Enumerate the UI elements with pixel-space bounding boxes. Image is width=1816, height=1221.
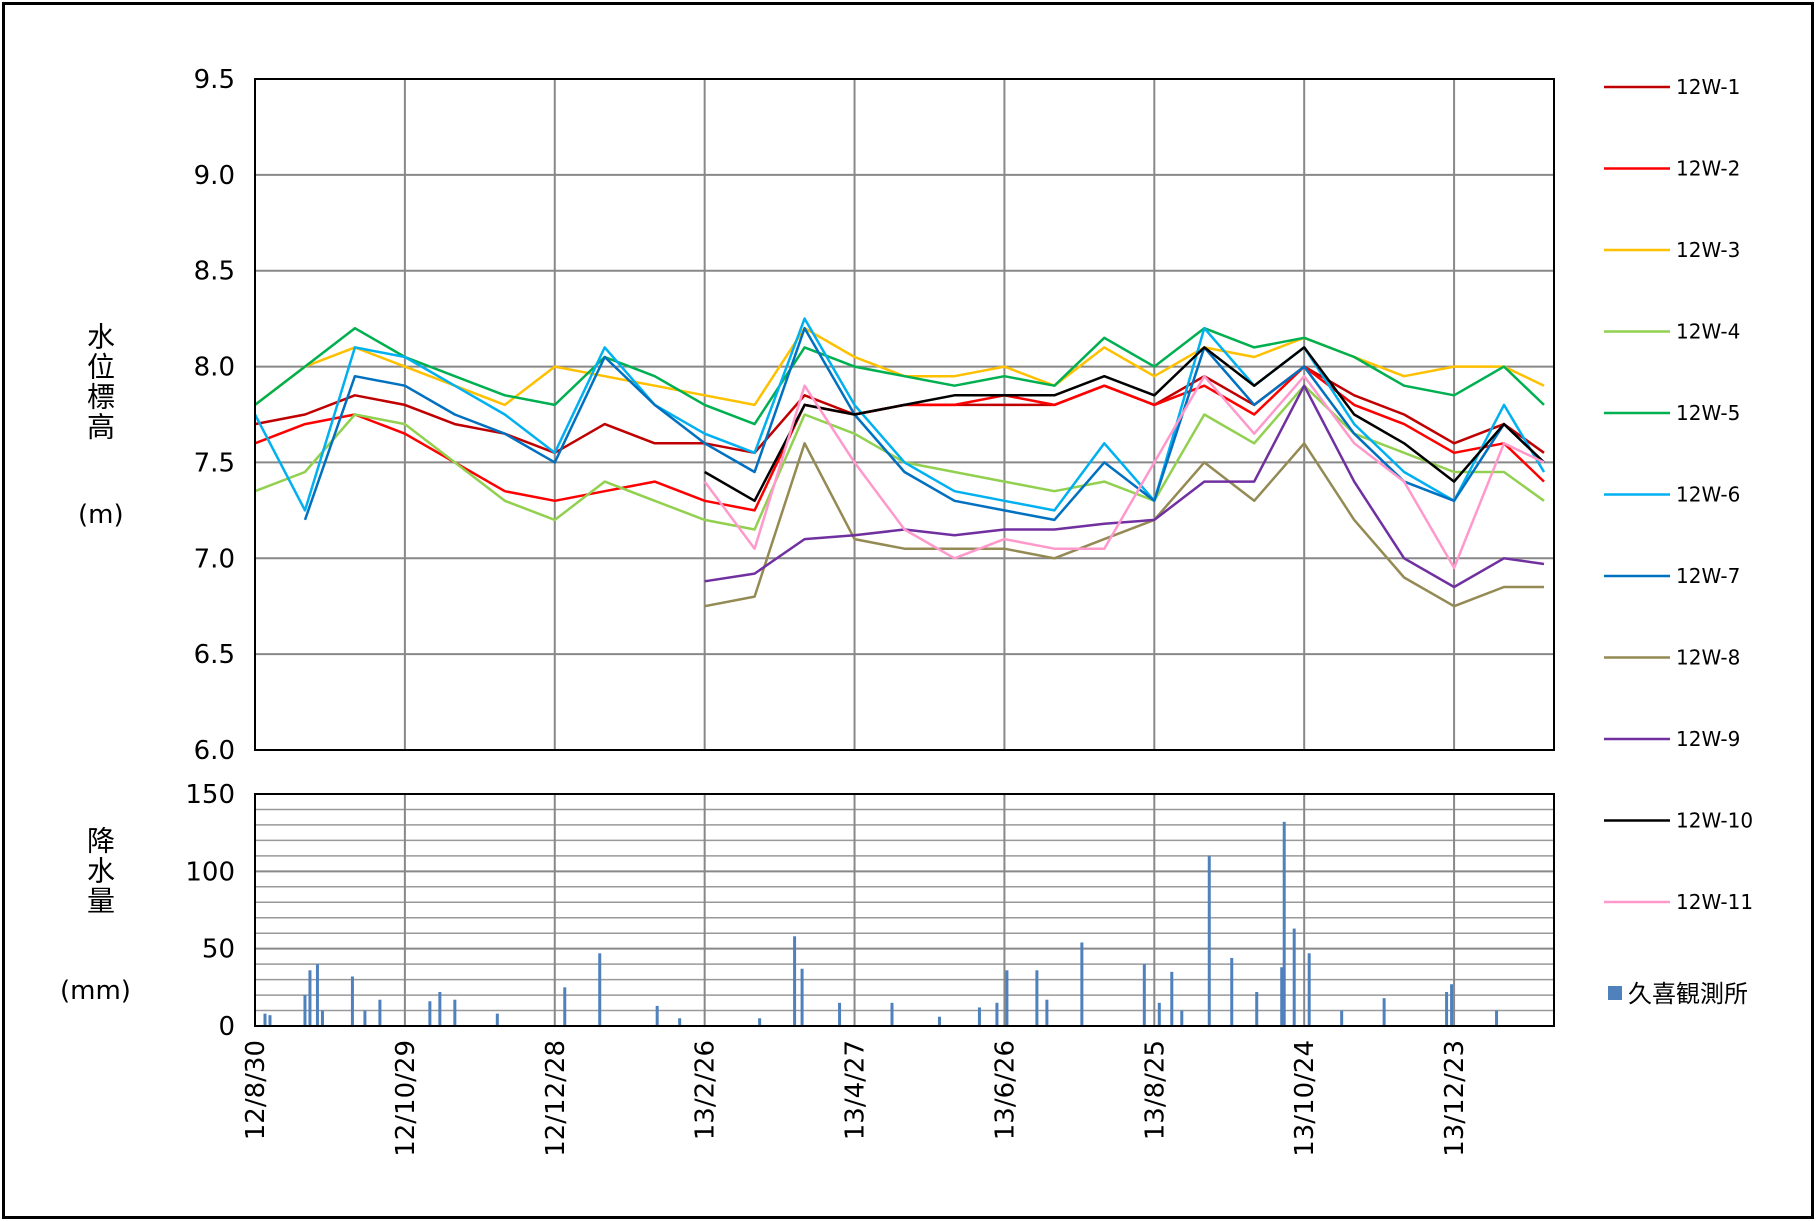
bar: [1230, 957, 1234, 1026]
x-tick-label: 13/4/27: [841, 1040, 871, 1140]
line-series: [704, 346, 1545, 503]
line-series: [703, 374, 1545, 570]
bar: [1005, 970, 1009, 1026]
y-axis-label: 降水量: [83, 826, 116, 916]
bar: [1170, 971, 1174, 1026]
x-tick-label: 13/10/24: [1290, 1040, 1320, 1157]
bar: [758, 1018, 762, 1026]
bar: [453, 999, 457, 1026]
x-tick-label: 12/10/29: [391, 1040, 421, 1157]
legend-label: 12W-9: [1676, 727, 1740, 751]
bar: [263, 1013, 267, 1026]
bar: [1307, 953, 1311, 1026]
bar: [1495, 1010, 1499, 1026]
bar: [1282, 821, 1286, 1026]
y-axis-label: 水位標高: [83, 322, 116, 442]
legend-label: 12W-2: [1676, 157, 1740, 181]
y-tick-label: 150: [185, 780, 235, 810]
bar: [1080, 942, 1084, 1026]
legend-label: 12W-4: [1676, 320, 1740, 344]
legend-label: 12W-10: [1676, 809, 1753, 833]
y-tick-label: 6.5: [194, 640, 235, 670]
y-tick-label: 8.0: [194, 353, 235, 383]
bar: [890, 1002, 894, 1026]
bar: [655, 1005, 659, 1026]
y-axis-unit: (mm): [60, 976, 131, 1006]
bar: [937, 1016, 941, 1026]
bar: [995, 1002, 999, 1026]
legend-label: 12W-3: [1676, 238, 1740, 262]
line-series: [253, 317, 1546, 512]
bar: [1035, 970, 1039, 1026]
bar: [1255, 991, 1259, 1026]
bar: [1207, 855, 1211, 1026]
y-tick-label: 50: [202, 935, 235, 965]
bar: [678, 1018, 682, 1026]
bar: [495, 1013, 499, 1026]
bar: [315, 964, 319, 1026]
legend-swatch: [1608, 986, 1622, 1000]
bar: [268, 1015, 272, 1026]
legend-label: 12W-8: [1676, 646, 1740, 670]
bar: [308, 970, 312, 1026]
x-tick-label: 13/6/26: [990, 1040, 1020, 1140]
bar: [350, 976, 354, 1026]
bar: [363, 1010, 367, 1026]
y-tick-label: 7.5: [194, 448, 235, 478]
legend-label: 12W-6: [1676, 483, 1740, 507]
line-series: [704, 384, 1545, 589]
bar: [378, 999, 382, 1026]
legend-label: 12W-5: [1676, 401, 1740, 425]
bar: [1280, 967, 1284, 1026]
bar: [428, 1001, 432, 1026]
line-series: [254, 326, 1545, 426]
y-tick-label: 6.0: [194, 736, 235, 766]
bar: [438, 991, 442, 1026]
y-tick-label: 8.5: [194, 257, 235, 287]
bar: [1142, 964, 1146, 1026]
bar: [1445, 991, 1449, 1026]
bar: [1157, 1002, 1161, 1026]
x-tick-label: 13/2/26: [691, 1040, 721, 1140]
legend-label: 12W-7: [1676, 564, 1740, 588]
legend-label: 久喜観測所: [1628, 980, 1748, 1008]
bar: [303, 995, 307, 1026]
bar: [793, 936, 797, 1026]
y-tick-label: 7.0: [194, 544, 235, 574]
bar: [1045, 999, 1049, 1026]
plot-border: [254, 78, 1555, 751]
bar: [598, 953, 602, 1026]
bar: [1292, 928, 1296, 1026]
x-tick-label: 12/8/30: [241, 1040, 271, 1140]
legend-label: 12W-1: [1676, 75, 1740, 99]
x-tick-label: 13/12/23: [1440, 1040, 1470, 1157]
bar: [563, 987, 567, 1026]
bar: [838, 1002, 842, 1026]
line-series: [704, 442, 1544, 608]
bar: [1382, 998, 1386, 1026]
y-tick-label: 9.0: [194, 161, 235, 191]
plot-border: [254, 793, 1555, 1027]
bar: [1340, 1010, 1344, 1026]
bar: [1180, 1010, 1184, 1026]
line-series: [303, 326, 1545, 522]
bar: [1450, 984, 1454, 1026]
x-tick-label: 12/12/28: [541, 1040, 571, 1157]
y-tick-label: 9.5: [194, 65, 235, 95]
bar: [800, 968, 804, 1026]
bar: [320, 1010, 324, 1026]
x-tick-label: 13/8/25: [1140, 1040, 1170, 1140]
legend-label: 12W-11: [1676, 890, 1753, 914]
y-axis-unit: (m): [78, 500, 124, 530]
y-tick-label: 0: [218, 1012, 235, 1042]
y-tick-label: 100: [185, 857, 235, 887]
bar: [977, 1007, 981, 1026]
